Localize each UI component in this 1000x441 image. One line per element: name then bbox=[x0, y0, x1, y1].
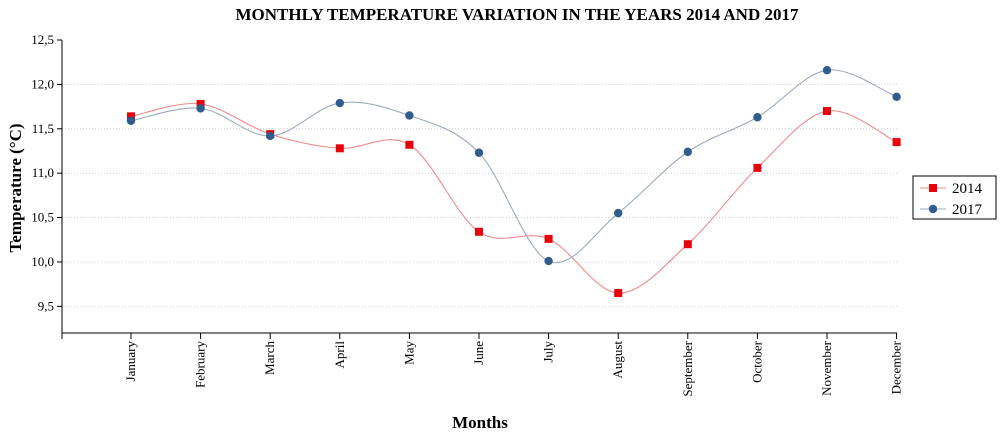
data-point-marker bbox=[614, 208, 623, 218]
y-tick-label: 12,0 bbox=[31, 76, 54, 91]
data-point-marker bbox=[126, 116, 136, 125]
y-tick-label: 11,0 bbox=[32, 165, 54, 180]
series-line-2014 bbox=[130, 102, 897, 294]
x-axis-ticks: January February March April May June July Augu… bbox=[61, 333, 904, 397]
data-point-marker bbox=[892, 138, 901, 147]
chart-title: MONTHLY TEMPERATURE VARIATION IN THE YEA… bbox=[236, 5, 799, 24]
data-point-marker bbox=[753, 113, 762, 122]
data-point-marker bbox=[127, 112, 135, 121]
y-tick-label: 10,0 bbox=[31, 254, 54, 269]
data-point-marker bbox=[683, 240, 692, 249]
y-tick-label: 11,5 bbox=[32, 121, 54, 136]
data-point-marker bbox=[892, 92, 901, 102]
data-point-marker bbox=[544, 256, 553, 266]
gridlines bbox=[62, 83, 897, 307]
x-tick-label: August bbox=[610, 341, 625, 379]
x-tick-label: May bbox=[401, 341, 416, 365]
data-point-marker bbox=[405, 111, 414, 120]
data-point-marker bbox=[823, 107, 831, 116]
x-tick-label: March bbox=[262, 341, 277, 375]
y-tick-label: 9,5 bbox=[38, 298, 54, 313]
data-point-marker bbox=[474, 148, 484, 157]
legend-marker bbox=[928, 204, 938, 214]
legend-box bbox=[912, 175, 997, 220]
x-tick-label: July bbox=[541, 341, 556, 363]
x-tick-label: January bbox=[123, 341, 138, 382]
data-point-marker bbox=[335, 144, 344, 153]
x-tick-label: February bbox=[193, 341, 208, 388]
x-tick-label: October bbox=[749, 340, 764, 383]
series-2014 bbox=[127, 99, 901, 298]
series-2017 bbox=[126, 65, 901, 266]
data-point-marker bbox=[266, 131, 275, 141]
data-point-marker bbox=[196, 99, 205, 108]
data-point-marker bbox=[822, 65, 832, 75]
x-tick-label: June bbox=[471, 341, 486, 365]
y-axis-ticks: 9,5 10,0 10,5 11,0 11,5 12,0 12,5 bbox=[31, 32, 62, 313]
legend-label-2014: 2014 bbox=[952, 181, 983, 197]
data-point-marker bbox=[753, 163, 762, 172]
legend: 2014 2017 bbox=[912, 175, 997, 220]
data-point-marker bbox=[614, 289, 623, 298]
x-tick-label: November bbox=[819, 340, 834, 396]
y-tick-label: 10,5 bbox=[31, 210, 54, 225]
axes bbox=[61, 40, 897, 334]
data-point-marker bbox=[683, 147, 692, 157]
data-point-marker bbox=[475, 227, 483, 236]
legend-label-2017: 2017 bbox=[952, 202, 983, 218]
y-tick-label: 12,5 bbox=[31, 32, 54, 47]
data-point-marker bbox=[544, 234, 553, 243]
data-point-marker bbox=[405, 140, 414, 149]
legend-marker bbox=[929, 184, 937, 192]
x-axis-title: Months bbox=[452, 413, 508, 432]
x-tick-label: September bbox=[680, 340, 695, 396]
data-point-marker bbox=[196, 104, 205, 113]
x-tick-label: April bbox=[332, 341, 347, 369]
data-point-marker bbox=[335, 98, 344, 108]
x-tick-label: December bbox=[889, 340, 904, 394]
series-group bbox=[126, 65, 901, 298]
series-line-2017 bbox=[130, 69, 897, 264]
y-axis-title: Temperature (°C) bbox=[6, 123, 25, 252]
